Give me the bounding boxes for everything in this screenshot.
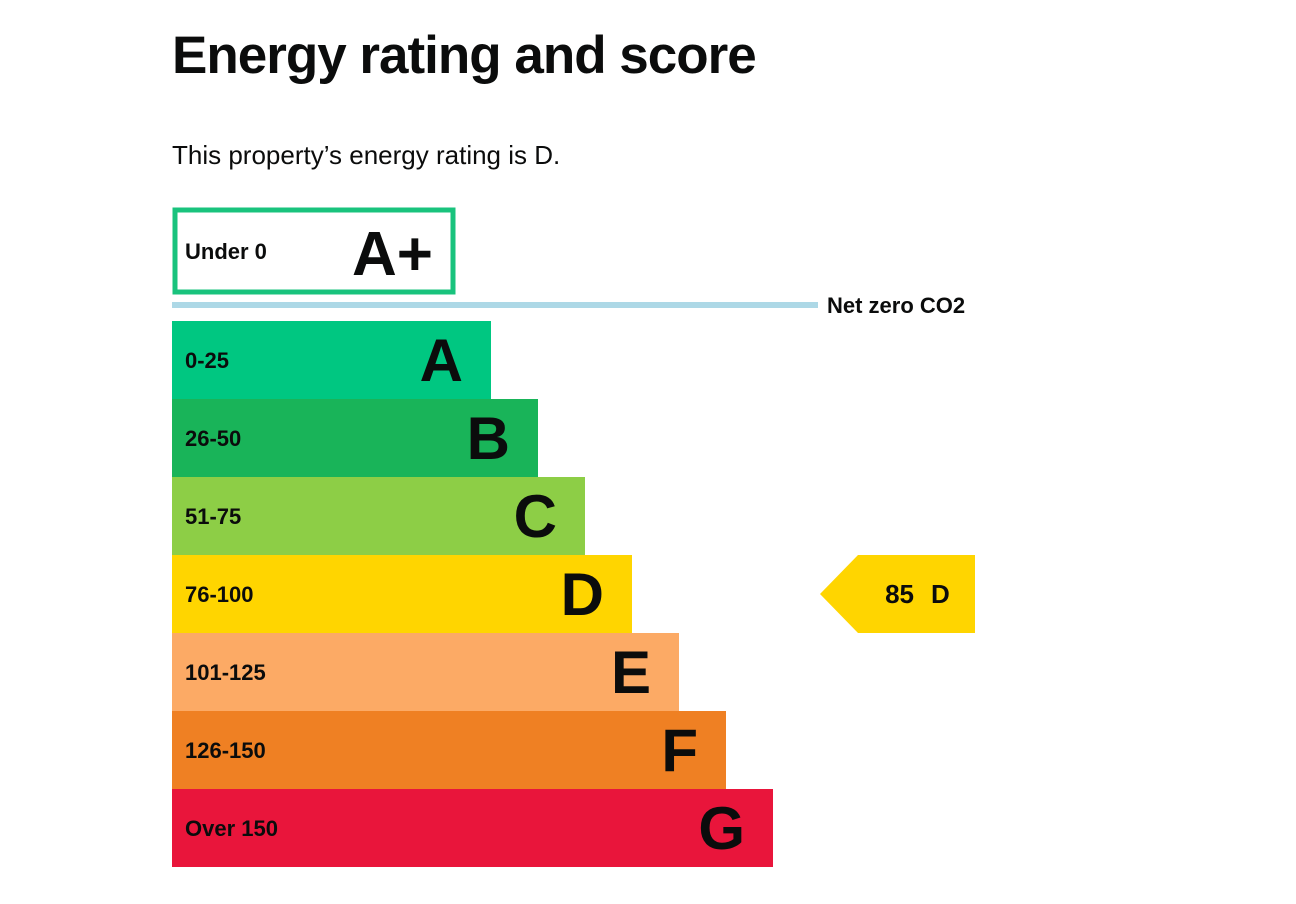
band-letter-e: E <box>611 639 651 706</box>
current-rating-band: D <box>931 579 950 609</box>
rating-summary-prefix: This property’s energy rating is <box>172 140 535 170</box>
band-range-f: 126-150 <box>185 738 266 763</box>
band-letter-b: B <box>467 405 510 472</box>
band-range-g: Over 150 <box>185 816 278 841</box>
band-bar-e <box>172 633 679 711</box>
band-bar-g <box>172 789 773 867</box>
band-letter-d: D <box>561 561 604 628</box>
band-letter-a: A <box>420 327 463 394</box>
band-letter-c: C <box>514 483 557 550</box>
band-range-c: 51-75 <box>185 504 241 529</box>
band-range-d: 76-100 <box>185 582 254 607</box>
band-letter-f: F <box>661 717 698 784</box>
band-bar-f <box>172 711 726 789</box>
band-range-b: 26-50 <box>185 426 241 451</box>
band-letter-g: G <box>698 795 745 862</box>
rating-summary-value: D <box>534 140 554 170</box>
current-rating-arrow <box>820 555 975 633</box>
band-range-a: 0-25 <box>185 348 229 373</box>
net-zero-line <box>172 302 818 308</box>
band-bar-b <box>172 399 538 477</box>
band-bar-d <box>172 555 632 633</box>
rating-summary: This property’s energy rating is D. <box>172 138 560 172</box>
band-bar-a <box>172 321 491 399</box>
band-range-a-plus: Under 0 <box>185 239 267 264</box>
band-letter-a-plus: A+ <box>352 220 433 289</box>
net-zero-label: Net zero CO2 <box>827 293 965 318</box>
page-title: Energy rating and score <box>172 26 757 85</box>
band-bar-c <box>172 477 585 555</box>
current-rating-score: 85 <box>885 579 914 609</box>
band-bar-a-plus <box>172 207 456 295</box>
band-range-e: 101-125 <box>185 660 266 685</box>
rating-summary-suffix: . <box>553 140 561 170</box>
